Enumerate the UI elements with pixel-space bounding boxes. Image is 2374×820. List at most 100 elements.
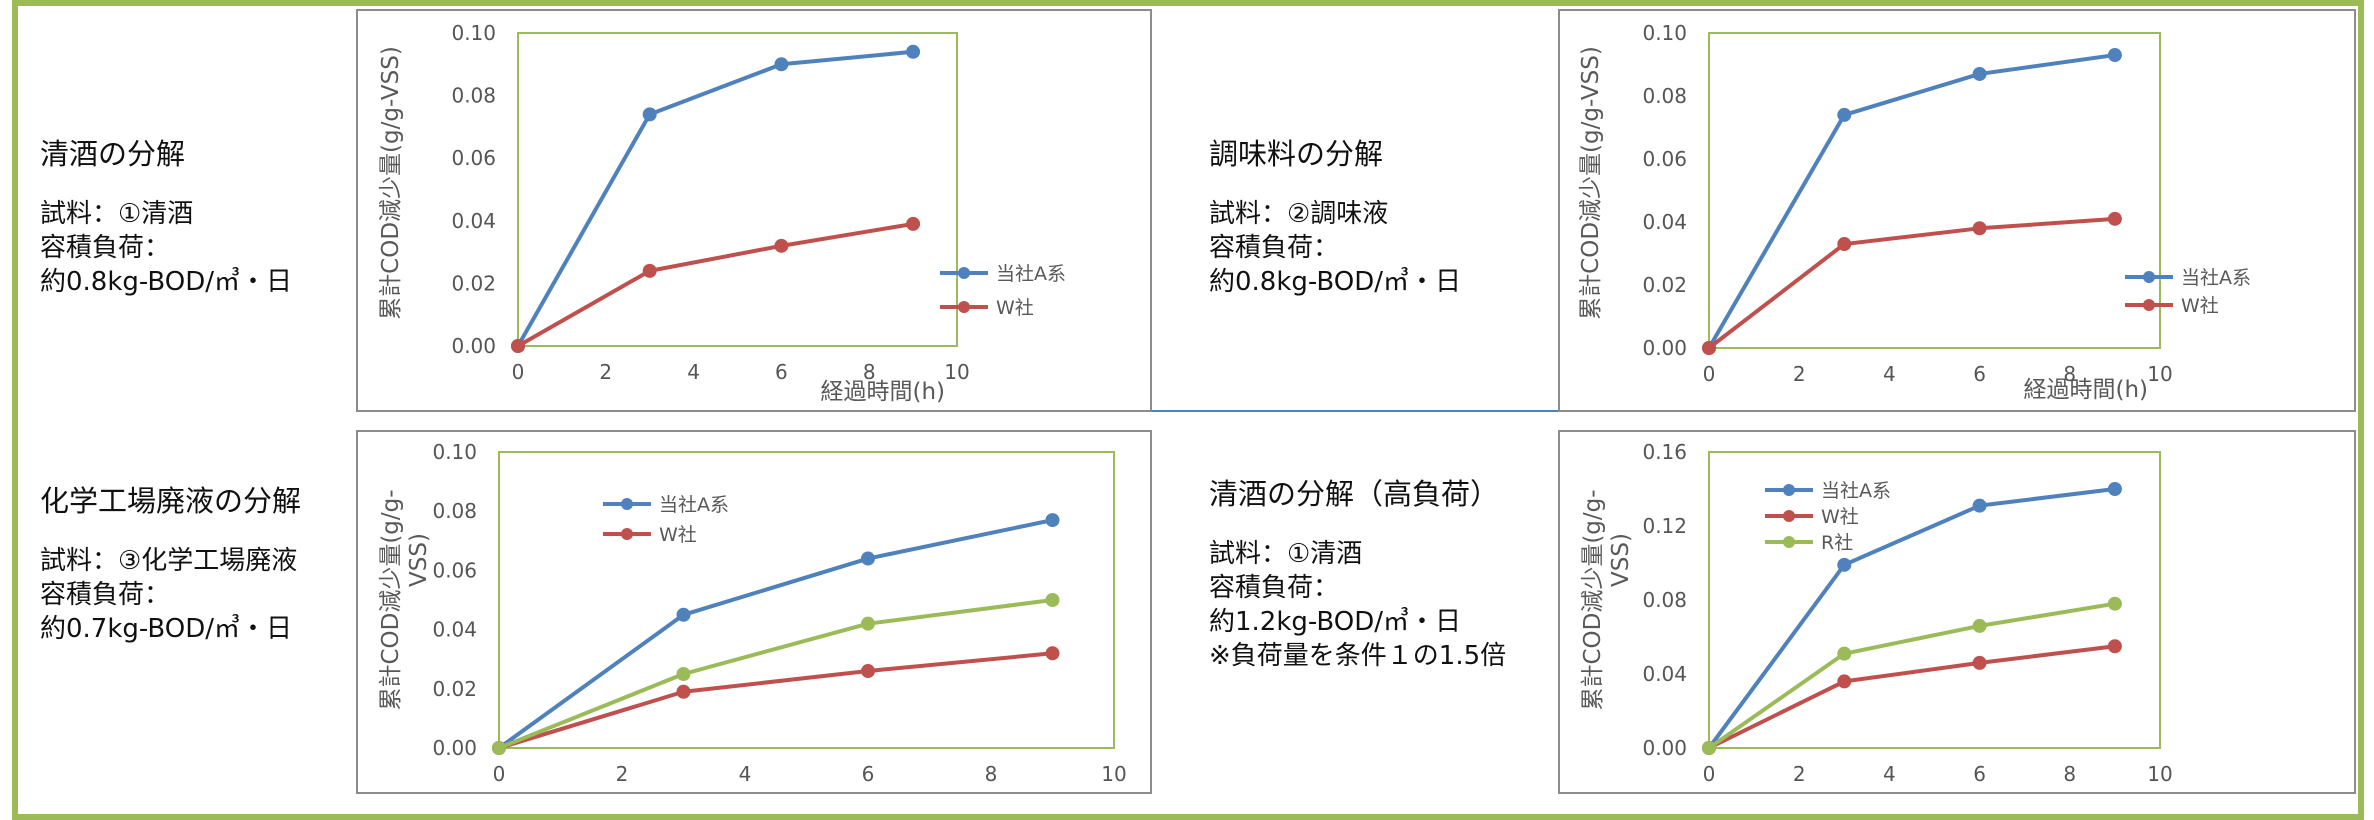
x-tick-label: 4 — [1883, 762, 1896, 786]
description-title: 清酒の分解（高負荷） — [1209, 477, 1500, 511]
x-tick-label: 2 — [1793, 762, 1806, 786]
y-tick-label: 0.04 — [1642, 210, 1687, 234]
y-tick-label: 0.08 — [432, 499, 477, 523]
x-tick-label: 0 — [493, 762, 506, 786]
legend-marker — [621, 498, 633, 510]
legend-label: 当社A系 — [2181, 267, 2251, 289]
description-line: 試料：②調味液 — [1209, 199, 1389, 229]
data-point — [1837, 646, 1852, 661]
x-tick-label: 10 — [2147, 362, 2172, 386]
description-title: 調味料の分解 — [1209, 137, 1384, 171]
legend-entry: W社 — [2125, 295, 2219, 317]
data-point — [1837, 557, 1852, 572]
legend-entry: R社 — [1765, 532, 1853, 554]
data-point — [1837, 674, 1852, 689]
x-tick-label: 8 — [863, 360, 876, 384]
legend-label: W社 — [1821, 506, 1859, 528]
description-line: 容積負荷： — [40, 580, 171, 610]
x-tick-label: 6 — [1973, 762, 1986, 786]
y-axis-label: 累計COD減少量(g/g-VSS) — [1580, 489, 1634, 710]
plot-area — [517, 32, 958, 347]
description-line: 約0.7kg-BOD/㎥・日 — [40, 614, 292, 644]
plot-area — [498, 451, 1115, 749]
description-3: 化学工場廃液の分解 試料：③化学工場廃液 容積負荷： 約0.7kg-BOD/㎥・… — [40, 484, 301, 646]
series-line — [1707, 53, 2116, 350]
legend-marker — [958, 301, 970, 313]
legend-entry: 当社A系 — [940, 263, 1066, 285]
chart-3: 0.00 0.02 0.04 0.06 0.08 0.10 0 2 4 6 8 10 累計COD減少量(… — [356, 430, 1152, 794]
y-tick-label: 0.04 — [451, 209, 496, 233]
legend-marker — [2143, 299, 2155, 311]
x-axis-label: 経過時間(h) — [2023, 377, 2148, 403]
legend-entry: W社 — [603, 524, 697, 546]
y-tick-label: 0.00 — [432, 736, 477, 760]
y-tick-label: 0.12 — [1642, 514, 1687, 538]
data-point — [774, 238, 789, 253]
chart-1: 0.00 0.02 0.04 0.06 0.08 0.10 0 2 4 6 8 10 経過時間(h) 累計… — [356, 9, 1152, 412]
legend-entry: 当社A系 — [603, 494, 729, 516]
y-tick-label: 0.02 — [432, 677, 477, 701]
data-point — [642, 263, 657, 278]
data-point — [676, 607, 691, 622]
description-line: 約1.2kg-BOD/㎥・日 — [1209, 607, 1461, 637]
series-line — [497, 518, 1053, 750]
x-tick-label: 8 — [2063, 762, 2076, 786]
legend-label: 当社A系 — [659, 494, 729, 516]
y-tick-label: 0.10 — [451, 21, 496, 45]
description-title: 清酒の分解 — [40, 137, 186, 171]
y-tick-label: 0.10 — [1642, 21, 1687, 45]
x-tick-label: 8 — [985, 762, 998, 786]
y-tick-label: 0.08 — [1642, 588, 1687, 612]
legend-marker — [958, 267, 970, 279]
series-line — [1707, 601, 2116, 750]
data-point — [906, 216, 921, 231]
data-point — [676, 667, 691, 681]
data-point — [2107, 48, 2122, 63]
data-point — [1045, 593, 1060, 607]
data-point — [906, 44, 921, 59]
legend-label: R社 — [1821, 532, 1853, 554]
data-point — [1045, 513, 1060, 528]
legend-label: 当社A系 — [1821, 480, 1891, 502]
y-tick-label: 0.10 — [432, 440, 477, 464]
data-point — [2107, 596, 2122, 611]
data-point — [2107, 482, 2122, 496]
series-line — [517, 221, 914, 348]
data-point — [1045, 646, 1060, 661]
data-point — [2107, 639, 2122, 654]
series-line — [1708, 644, 2116, 750]
description-line: 試料：③化学工場廃液 — [40, 546, 298, 576]
data-point — [1702, 341, 1716, 355]
series-line — [1707, 487, 2116, 750]
data-point — [1972, 655, 1987, 670]
plot-area — [1708, 32, 2161, 349]
connector-line — [1148, 410, 1584, 412]
legend-label: W社 — [996, 297, 1034, 319]
description-4: 清酒の分解（高負荷） 試料：①清酒 容積負荷： 約1.2kg-BOD/㎥・日 ※… — [1209, 477, 1506, 673]
x-tick-label: 6 — [1973, 362, 1986, 386]
x-tick-label: 4 — [1883, 362, 1896, 386]
legend-entry: 当社A系 — [2125, 267, 2251, 289]
x-tick-label: 0 — [1703, 762, 1716, 786]
y-tick-label: 0.00 — [451, 334, 496, 358]
y-tick-label: 0.04 — [1642, 662, 1687, 686]
chart-4-svg: 0.00 0.04 0.08 0.12 0.16 0 2 4 6 8 10 累計COD減少量(g/g-… — [1580, 440, 2173, 786]
y-tick-label: 0.16 — [1642, 440, 1687, 464]
data-point — [1972, 498, 1987, 513]
description-line: 試料：①清酒 — [40, 199, 194, 229]
series-line — [498, 651, 1053, 750]
data-point — [1837, 237, 1852, 252]
data-point — [676, 684, 691, 699]
y-tick-label: 0.08 — [451, 84, 496, 108]
data-point — [1972, 66, 1987, 81]
x-tick-label: 2 — [1793, 362, 1806, 386]
data-point — [1837, 107, 1852, 122]
x-tick-label: 4 — [739, 762, 752, 786]
legend-entry: W社 — [940, 297, 1034, 319]
data-point — [861, 616, 875, 631]
data-point — [1972, 618, 1987, 633]
data-point — [1972, 221, 1987, 236]
x-tick-label: 8 — [2063, 362, 2076, 386]
